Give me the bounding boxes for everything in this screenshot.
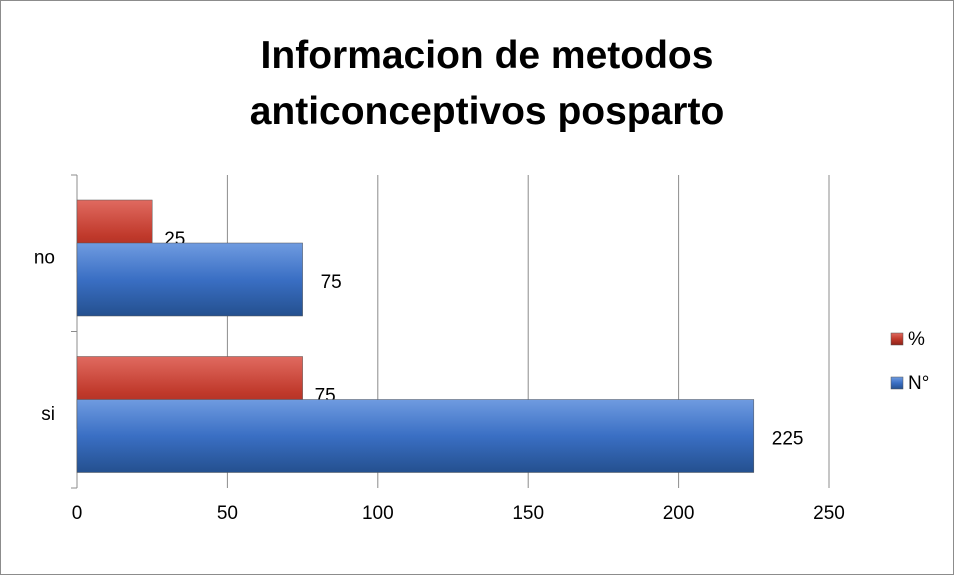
chart-title: Informacion de metodos anticonceptivos p…: [249, 34, 725, 133]
bar: [76, 242, 303, 317]
x-tick-label: 0: [72, 503, 83, 524]
x-tick-label: 100: [362, 503, 394, 524]
value-label: 75: [321, 272, 342, 293]
x-tick-label: 150: [512, 503, 544, 524]
bar: [76, 399, 755, 473]
legend-swatch: [890, 332, 904, 346]
x-tick-label: 50: [217, 503, 238, 524]
x-tick-label: 250: [813, 503, 845, 524]
legend-label: N°: [908, 373, 929, 394]
y-tick-label: no: [34, 247, 55, 268]
y-tick-label: si: [41, 404, 55, 425]
legend-swatch: [890, 376, 904, 390]
legend-label: %: [908, 329, 925, 350]
value-label: 225: [772, 429, 804, 450]
x-tick-label: 200: [663, 503, 695, 524]
